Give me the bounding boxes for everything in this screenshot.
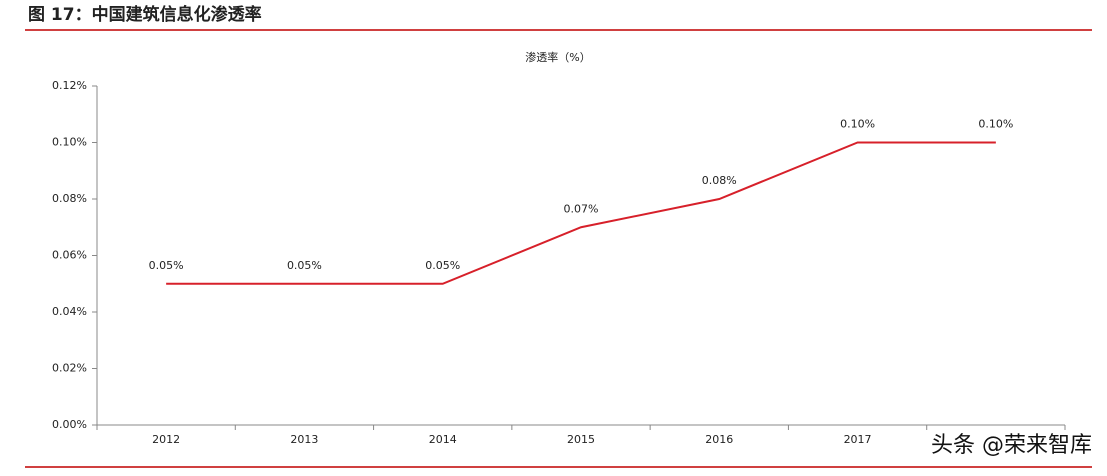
x-tick-label: 2017 (844, 433, 872, 446)
y-tick-label: 0.04% (52, 305, 87, 318)
x-tick-label: 2014 (429, 433, 457, 446)
data-label: 0.05% (287, 259, 322, 272)
watermark: 头条 @荣来智库 (931, 433, 1092, 458)
x-tick-label: 2012 (152, 433, 180, 446)
y-tick-label: 0.10% (52, 136, 87, 149)
y-tick-label: 0.08% (52, 192, 87, 205)
x-tick-label: 2013 (290, 433, 318, 446)
data-label: 0.07% (564, 202, 599, 215)
y-tick-label: 0.00% (52, 418, 87, 431)
y-tick-label: 0.12% (52, 79, 87, 92)
y-tick-label: 0.02% (52, 362, 87, 375)
chart-title: 渗透率（%） (525, 50, 590, 64)
data-label: 0.10% (840, 118, 875, 131)
x-tick-label: 2016 (705, 433, 733, 446)
line (166, 141, 996, 285)
data-label: 0.10% (978, 118, 1013, 131)
figure-title: 图 17：中国建筑信息化渗透率 (28, 4, 262, 25)
data-label: 0.05% (425, 259, 460, 272)
x-tick-label: 2015 (567, 433, 595, 446)
y-tick-label: 0.06% (52, 249, 87, 262)
data-label: 0.05% (149, 259, 184, 272)
data-label: 0.08% (702, 174, 737, 187)
